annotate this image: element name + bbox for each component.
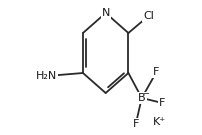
- Text: F: F: [133, 119, 139, 129]
- Text: B: B: [138, 93, 146, 103]
- Text: F: F: [153, 67, 160, 77]
- Text: −: −: [142, 90, 149, 98]
- Text: F: F: [159, 98, 166, 108]
- Text: K⁺: K⁺: [153, 117, 166, 127]
- Text: H₂N: H₂N: [36, 71, 58, 81]
- Text: Cl: Cl: [143, 11, 154, 21]
- Text: N: N: [101, 8, 110, 18]
